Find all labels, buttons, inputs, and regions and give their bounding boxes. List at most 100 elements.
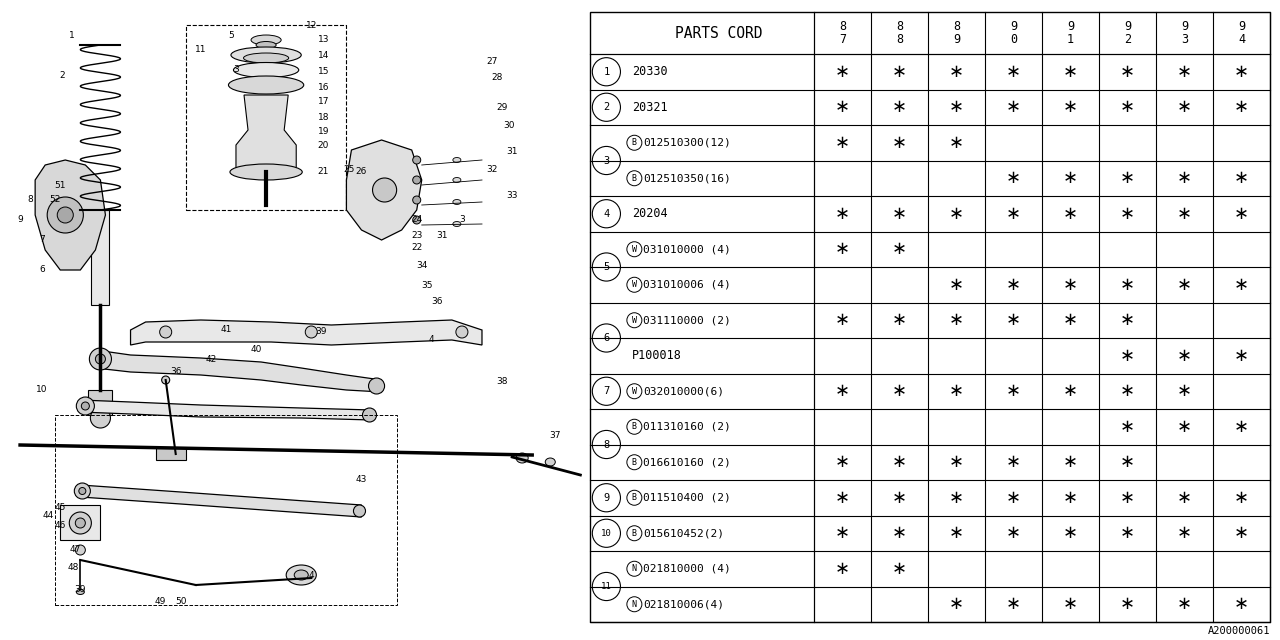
Polygon shape <box>81 485 361 517</box>
Text: 25: 25 <box>344 166 355 175</box>
Text: 51: 51 <box>55 180 67 189</box>
Text: 34: 34 <box>416 260 428 269</box>
Text: 4: 4 <box>603 209 609 219</box>
Text: ∗: ∗ <box>950 99 964 116</box>
Text: 18: 18 <box>317 113 329 122</box>
Text: B: B <box>632 529 637 538</box>
Text: 8: 8 <box>27 195 33 205</box>
Text: ∗: ∗ <box>1064 382 1078 400</box>
Ellipse shape <box>516 453 529 463</box>
Text: ∗: ∗ <box>950 595 964 613</box>
Bar <box>186 25 347 210</box>
Text: 9
4: 9 4 <box>1238 20 1245 46</box>
Text: 36: 36 <box>431 298 443 307</box>
Text: ∗: ∗ <box>1006 311 1021 329</box>
Ellipse shape <box>228 76 303 94</box>
Text: 27: 27 <box>486 58 498 67</box>
Text: ∗: ∗ <box>835 453 850 471</box>
Text: 8
7: 8 7 <box>840 20 846 46</box>
Ellipse shape <box>362 408 376 422</box>
Text: ∗: ∗ <box>1006 276 1021 294</box>
Text: 031010000 (4): 031010000 (4) <box>643 244 731 254</box>
Ellipse shape <box>74 483 91 499</box>
Text: 39: 39 <box>316 328 328 337</box>
Text: ∗: ∗ <box>1064 99 1078 116</box>
Text: 44: 44 <box>42 511 54 520</box>
Text: ∗: ∗ <box>1120 453 1135 471</box>
Text: 26: 26 <box>356 168 367 177</box>
Text: 011510400 (2): 011510400 (2) <box>643 493 731 503</box>
Text: ∗: ∗ <box>1064 63 1078 81</box>
Text: ∗: ∗ <box>1234 169 1249 188</box>
Text: 41: 41 <box>220 326 232 335</box>
Text: 031110000 (2): 031110000 (2) <box>643 316 731 325</box>
Text: 13: 13 <box>317 35 329 44</box>
Text: N: N <box>632 564 637 573</box>
Text: ∗: ∗ <box>1120 595 1135 613</box>
Ellipse shape <box>90 348 111 370</box>
Text: ∗: ∗ <box>950 205 964 223</box>
Text: ∗: ∗ <box>835 205 850 223</box>
Text: ∗: ∗ <box>1178 63 1192 81</box>
Text: ∗: ∗ <box>1120 276 1135 294</box>
Text: ∗: ∗ <box>892 560 908 578</box>
Text: N: N <box>632 600 637 609</box>
Text: ∗: ∗ <box>1064 453 1078 471</box>
Text: ∗: ∗ <box>1178 524 1192 542</box>
Ellipse shape <box>233 63 298 77</box>
Text: 3: 3 <box>603 156 609 166</box>
Text: ∗: ∗ <box>950 453 964 471</box>
Circle shape <box>160 326 172 338</box>
Text: 012510350(16): 012510350(16) <box>643 173 731 183</box>
Ellipse shape <box>545 458 556 466</box>
Text: 031010006 (4): 031010006 (4) <box>643 280 731 290</box>
Text: ∗: ∗ <box>950 382 964 400</box>
Text: ∗: ∗ <box>835 489 850 507</box>
Text: B: B <box>632 458 637 467</box>
Text: ∗: ∗ <box>950 524 964 542</box>
Text: ∗: ∗ <box>950 63 964 81</box>
Text: ∗: ∗ <box>1064 595 1078 613</box>
Text: 8
9: 8 9 <box>954 20 960 46</box>
Text: 39: 39 <box>74 586 86 595</box>
Text: ∗: ∗ <box>1234 347 1249 365</box>
Text: B: B <box>632 138 637 147</box>
Text: W: W <box>632 280 637 289</box>
Ellipse shape <box>294 570 308 580</box>
Circle shape <box>412 196 421 204</box>
Text: ∗: ∗ <box>1178 595 1192 613</box>
Text: 11: 11 <box>195 45 206 54</box>
Text: B: B <box>632 493 637 502</box>
Ellipse shape <box>453 157 461 163</box>
Text: ∗: ∗ <box>1120 205 1135 223</box>
Text: ∗: ∗ <box>1006 99 1021 116</box>
Text: ∗: ∗ <box>892 382 908 400</box>
Text: 10: 10 <box>602 529 612 538</box>
Ellipse shape <box>76 545 86 555</box>
Text: 48: 48 <box>68 563 79 573</box>
Circle shape <box>58 207 73 223</box>
Text: 15: 15 <box>317 67 329 77</box>
Polygon shape <box>236 95 296 170</box>
Text: B: B <box>632 173 637 183</box>
Text: 10: 10 <box>36 385 47 394</box>
Text: 2: 2 <box>59 70 65 79</box>
Text: 8
8: 8 8 <box>896 20 904 46</box>
Text: 6: 6 <box>603 333 609 343</box>
Text: 016610160 (2): 016610160 (2) <box>643 457 731 467</box>
Text: ∗: ∗ <box>1064 205 1078 223</box>
Ellipse shape <box>69 512 91 534</box>
Text: ∗: ∗ <box>1006 169 1021 188</box>
Text: 011310160 (2): 011310160 (2) <box>643 422 731 432</box>
Text: ∗: ∗ <box>1006 489 1021 507</box>
Text: ∗: ∗ <box>835 560 850 578</box>
Text: ∗: ∗ <box>1064 489 1078 507</box>
Text: 12: 12 <box>306 20 317 29</box>
Text: 14: 14 <box>317 51 329 60</box>
Text: ∗: ∗ <box>892 240 908 259</box>
Text: 37: 37 <box>549 431 561 440</box>
Ellipse shape <box>453 177 461 182</box>
Text: 30: 30 <box>503 120 515 129</box>
Text: 49: 49 <box>155 598 166 607</box>
Text: PARTS CORD: PARTS CORD <box>675 26 762 40</box>
